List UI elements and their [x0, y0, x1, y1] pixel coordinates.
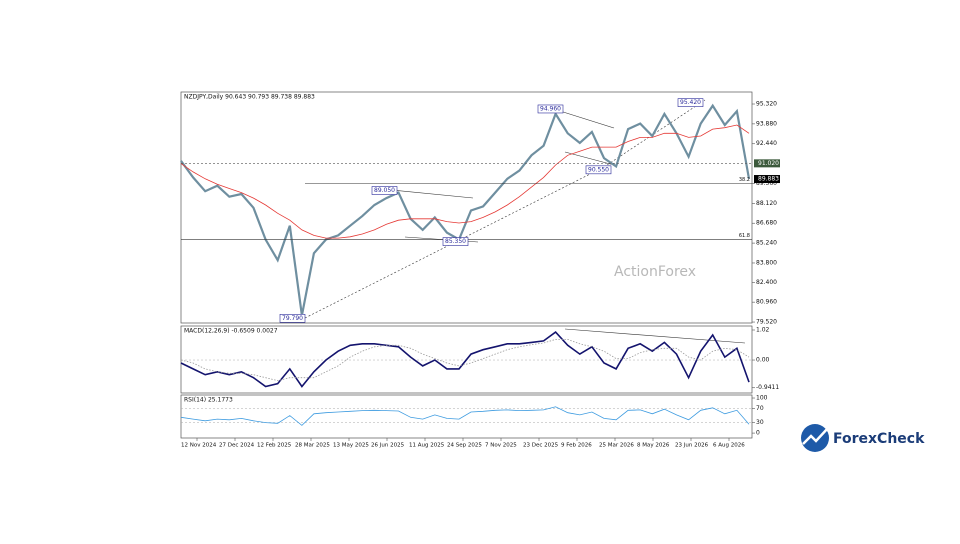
trendline: [564, 151, 615, 166]
price-note-box: [371, 186, 398, 195]
price-note-box: [442, 237, 469, 246]
x-tick-label: 12 Nov 2024: [181, 443, 217, 449]
x-tick-label: 12 Feb 2025: [257, 443, 292, 449]
price-note: 94.960: [540, 105, 561, 112]
y-tick-label: 100: [756, 395, 768, 402]
x-tick-label: 28 Mar 2025: [295, 443, 330, 449]
x-tick-label: 27 Dec 2024: [219, 443, 255, 449]
y-tick-label: 0: [756, 430, 760, 437]
panel-title: NZDJPY,Daily 90.643 90.793 89.738 89.883: [184, 94, 315, 101]
price-panel: [180, 91, 753, 324]
x-tick-label: 26 Jun 2025: [371, 443, 405, 449]
fib-label: 61.8: [739, 233, 750, 239]
x-tick-label: 23 Jun 2026: [675, 443, 709, 449]
x-tick-label: 25 Mar 2026: [599, 443, 634, 449]
x-tick-label: 7 Nov 2025: [485, 443, 517, 449]
level-box: [754, 175, 780, 184]
watermark: ActionForex: [614, 264, 696, 280]
panel-title: RSI(14) 25.1773: [184, 397, 233, 404]
level-label: 89.883: [758, 176, 779, 183]
y-tick-label: 80.960: [756, 299, 777, 306]
x-tick-label: 11 Aug 2025: [409, 443, 445, 449]
y-tick-label: 85.240: [756, 240, 777, 247]
y-tick-label: 79.520: [756, 319, 777, 326]
price-note-box: [585, 165, 612, 175]
y-tick-label: 30: [756, 419, 764, 426]
y-tick-label: 92.440: [756, 140, 777, 147]
level-box: [754, 159, 780, 168]
logo-arrow: [802, 427, 829, 445]
logo: ForexCheck: [801, 424, 925, 452]
y-tick-label: 70: [756, 405, 764, 412]
y-tick-label: 0.00: [756, 357, 770, 364]
series-line: [180, 124, 750, 239]
level-label: 91.020: [758, 160, 779, 167]
series-line: [180, 103, 751, 316]
y-tick-label: 95.320: [756, 101, 777, 108]
series-line: [180, 331, 750, 388]
price-note-box: [677, 98, 704, 107]
x-tick-label: 6 Aug 2026: [713, 443, 745, 449]
y-tick-label: -0.9411: [756, 384, 779, 391]
x-tick-label: 23 Dec 2025: [523, 443, 559, 449]
price-note: 79.790: [282, 315, 303, 322]
logo-icon: [801, 424, 829, 452]
x-tick-label: 9 Feb 2026: [561, 443, 592, 449]
price-note-box: [537, 104, 564, 114]
series-line: [180, 406, 750, 426]
y-tick-label: 88.120: [756, 200, 777, 207]
logo-text: ForexCheck: [833, 431, 925, 447]
x-tick-label: 13 May 2025: [333, 443, 369, 449]
price-note: 90.550: [588, 166, 609, 173]
x-tick-label: 8 May 2026: [637, 443, 670, 449]
x-tick-label: 24 Sep 2025: [447, 443, 482, 449]
y-tick-label: 1.02: [756, 327, 770, 334]
trendline: [559, 110, 615, 129]
price-note: 89.050: [374, 187, 395, 194]
y-tick-label: 86.680: [756, 220, 777, 227]
y-tick-label: 82.400: [756, 279, 777, 286]
y-tick-label: 83.800: [756, 259, 777, 266]
panel-title: MACD(12,26,9) -0.6509 0.0027: [184, 328, 278, 335]
fib-label: 38.2: [739, 177, 750, 183]
rsi-panel: [180, 394, 753, 439]
y-tick-label: 93.880: [756, 120, 777, 127]
y-tick-label: 89.560: [756, 180, 777, 187]
price-note: 85.350: [445, 238, 466, 245]
price-note: 95.420: [680, 99, 701, 106]
price-note-box: [279, 314, 306, 323]
